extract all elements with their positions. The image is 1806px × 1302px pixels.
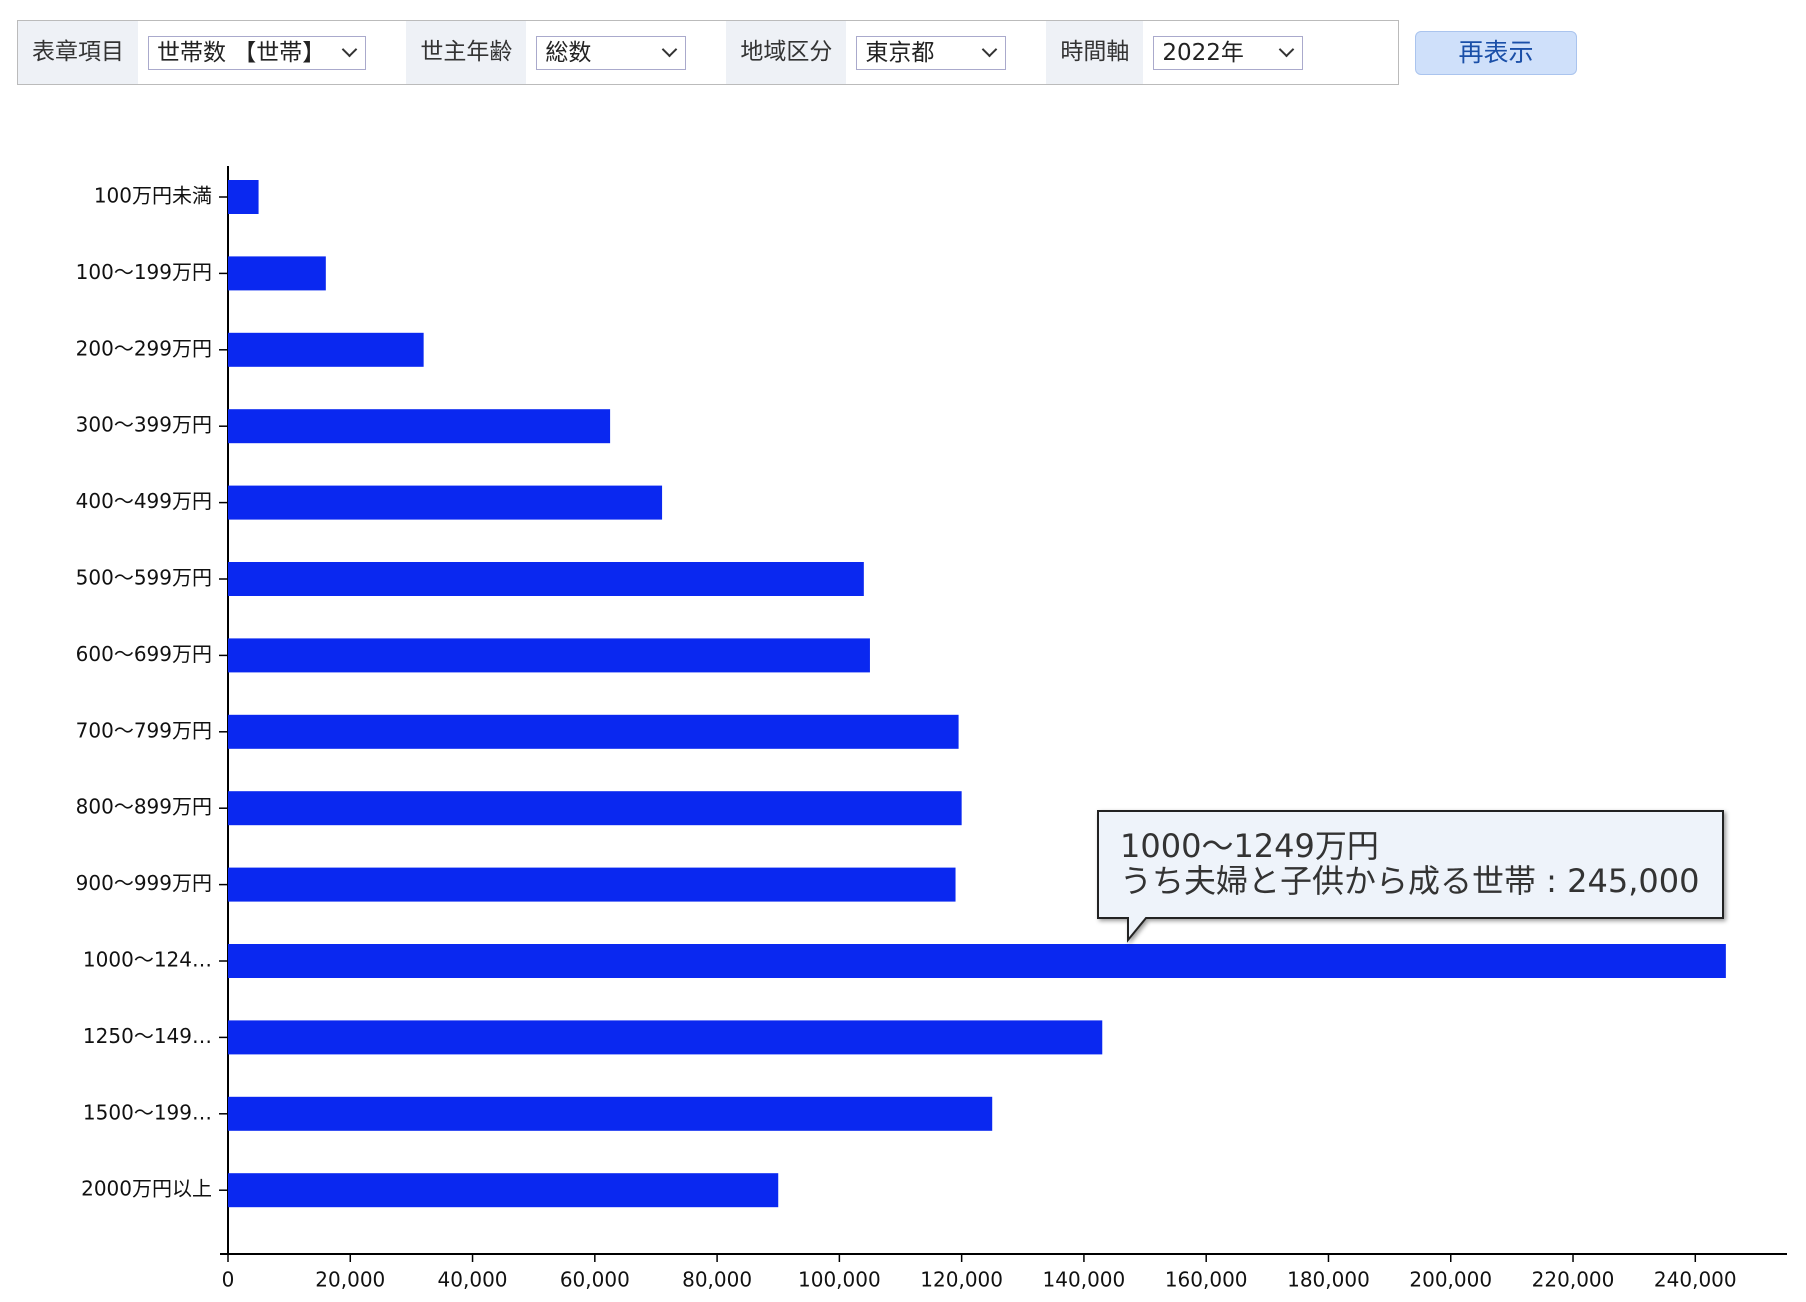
x-tick-label: 120,000 (920, 1268, 1003, 1292)
x-tick-label: 220,000 (1532, 1268, 1615, 1292)
y-tick-label: 700～799万円 (76, 718, 212, 742)
y-tick-label: 1250～149… (83, 1024, 212, 1048)
y-tick-label: 500～599万円 (76, 566, 212, 590)
control-label: 世主年齢 (406, 21, 527, 84)
control-label: 地域区分 (726, 21, 847, 84)
bar (228, 791, 962, 826)
x-tick-label: 20,000 (315, 1268, 385, 1292)
y-tick-label: 600～699万円 (76, 642, 212, 666)
select[interactable]: 世帯数 【世帯】 (148, 35, 367, 70)
bar (228, 256, 326, 291)
y-tick-label: 200～299万円 (76, 336, 212, 360)
y-tick-label: 1000～124… (83, 948, 212, 972)
y-tick-label: 800～899万円 (76, 795, 212, 819)
bar (228, 562, 864, 596)
control-bar: 表章項目 世帯数 【世帯】 世主年齢 総数 地域区分 東京都 時間軸 2022年 (17, 20, 1399, 85)
select[interactable]: 東京都 (856, 35, 1007, 70)
bar (228, 1096, 993, 1131)
x-tick-label: 160,000 (1165, 1268, 1248, 1292)
bar (228, 714, 959, 749)
control-label: 時間軸 (1046, 21, 1144, 84)
x-tick-label: 60,000 (560, 1268, 630, 1292)
bar (228, 332, 424, 367)
tooltip-box (1097, 810, 1724, 943)
y-tick-label: 900～999万円 (76, 871, 212, 895)
x-tick-label: 0 (222, 1268, 235, 1292)
tooltip-label: うち夫婦と子供から成る世帯 : 245,000 (1120, 862, 1699, 900)
bar (228, 1173, 779, 1208)
tooltip-title: 1000～1249万円 (1120, 827, 1379, 865)
y-tick-label: 100～199万円 (76, 260, 212, 284)
x-tick-label: 100,000 (798, 1268, 881, 1292)
bar (228, 180, 259, 214)
bar (228, 1020, 1103, 1055)
x-tick-label: 180,000 (1287, 1268, 1370, 1292)
bar (228, 944, 1726, 978)
x-tick-label: 40,000 (438, 1268, 508, 1292)
x-tick-label: 200,000 (1409, 1268, 1492, 1292)
y-tick-label: 2000万円以上 (81, 1177, 212, 1201)
select[interactable]: 2022年 (1153, 35, 1304, 70)
bar (228, 485, 663, 520)
redisplay-button[interactable]: 再表示 (1415, 31, 1577, 75)
x-tick-label: 140,000 (1043, 1268, 1126, 1292)
select[interactable]: 総数 (536, 35, 687, 70)
control-label: 表章項目 (18, 21, 138, 84)
y-tick-label: 400～499万円 (76, 489, 212, 513)
y-tick-label: 300～399万円 (76, 413, 212, 437)
bar (228, 409, 611, 444)
bar (228, 638, 870, 673)
x-tick-label: 240,000 (1654, 1268, 1737, 1292)
x-tick-label: 80,000 (682, 1268, 752, 1292)
y-tick-label: 100万円未満 (94, 184, 212, 208)
bar (228, 867, 956, 902)
y-tick-label: 1500～199… (83, 1100, 212, 1124)
